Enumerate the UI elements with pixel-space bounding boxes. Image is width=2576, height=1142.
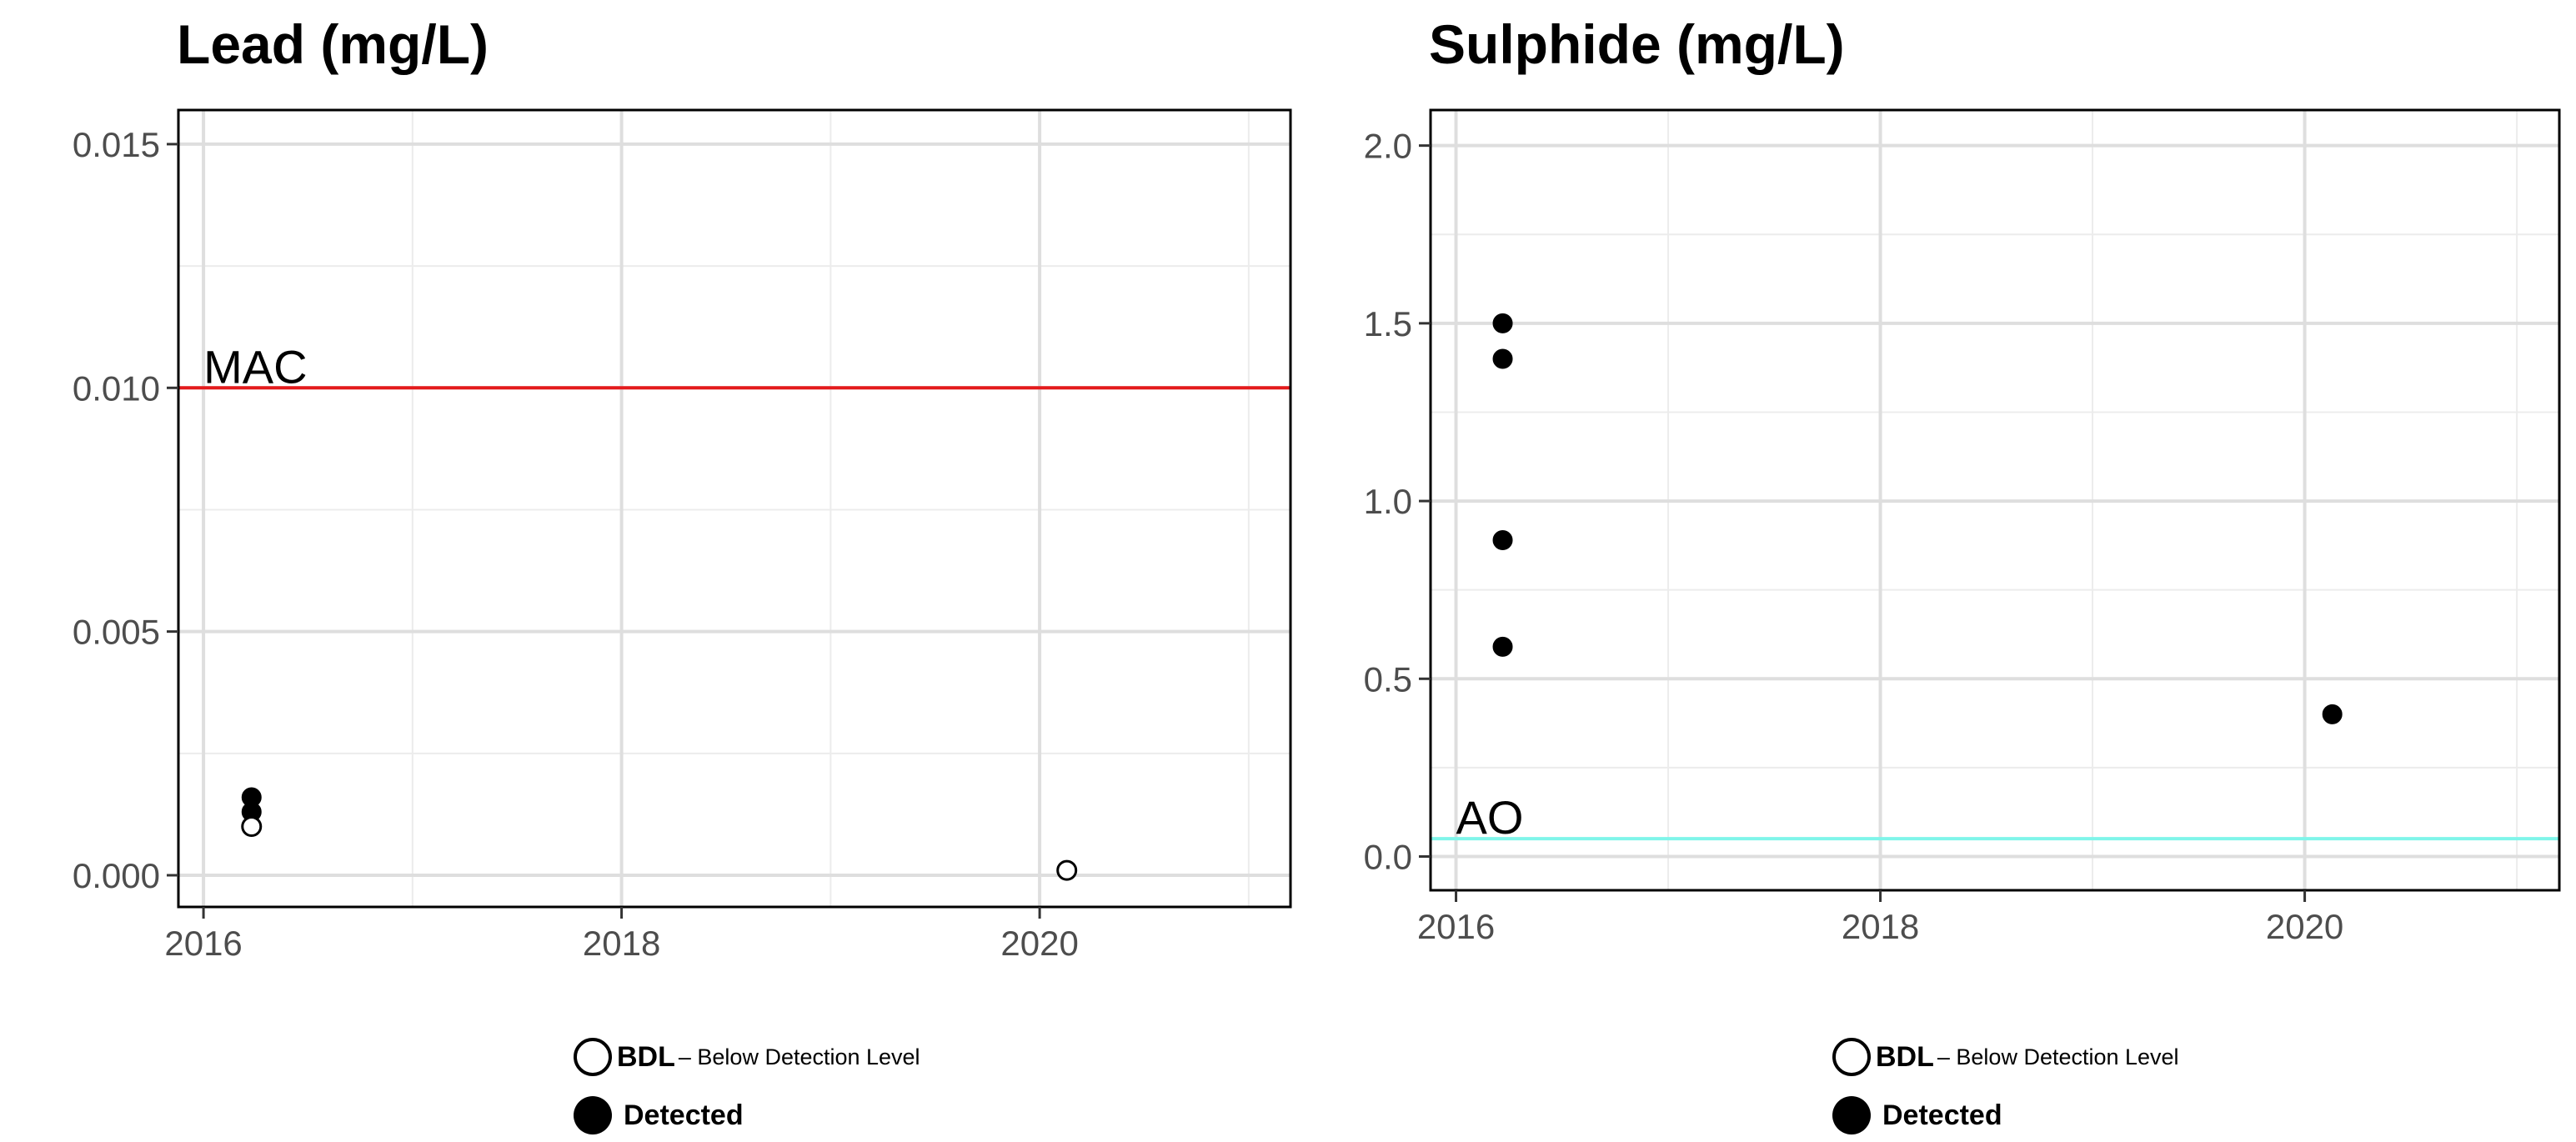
chart-title: Lead (mg/L) [177,13,489,75]
x-tick-label: 2020 [2266,907,2343,946]
detected-point [1492,313,1513,333]
y-tick-label: 0.015 [73,125,160,164]
y-tick-label: 0.0 [1364,837,1412,876]
bdl-point [1056,859,1078,881]
open-circle-icon [574,1038,612,1076]
plot-border [177,108,1292,909]
sulphide-legend: BDL – Below Detection Level Detected [1832,1030,2179,1142]
x-tick-label: 2018 [1842,907,1919,946]
reference-line-label: AO [1456,791,1524,844]
y-tick-label: 0.5 [1364,659,1412,699]
chart-panel-1: Sulphide (mg/L) AO 0.0 0.5 1.0 1.5 2.0 2016 2018… [1364,13,2561,946]
legend-detected-label: Detected [624,1099,744,1131]
legend-bdl-description: – Below Detection Level [678,1044,920,1069]
y-tick-label: 2.0 [1364,127,1412,166]
x-tick-label: 2018 [583,924,660,963]
detected-point [2322,704,2343,724]
y-tick-label: 0.005 [73,613,160,652]
bdl-point [241,816,263,838]
detected-point [1492,636,1513,657]
y-tick-label: 0.010 [73,368,160,408]
detected-point [1492,529,1513,550]
filled-circle-icon [574,1096,612,1134]
chart-panel-0: Lead (mg/L) MAC 0.000 0.005 0.010 0.015 2016 20… [73,13,1292,963]
x-tick-label: 2016 [164,924,242,963]
y-tick-label: 1.0 [1364,482,1412,521]
legend-detected-entry: Detected [1832,1089,2179,1142]
detected-point [1492,348,1513,369]
reference-line-label: MAC [203,340,307,393]
legend-bdl-entry: BDL – Below Detection Level [1832,1030,2179,1084]
chart-title: Sulphide (mg/L) [1429,13,1845,75]
open-circle-icon [1832,1038,1871,1076]
legend-detected-entry: Detected [574,1089,920,1142]
legend-bdl-description: – Below Detection Level [1937,1044,2179,1069]
legend-detected-label: Detected [1882,1099,2002,1131]
y-tick-label: 0.000 [73,856,160,895]
legend-bdl-entry: BDL – Below Detection Level [574,1030,920,1084]
y-tick-label: 1.5 [1364,304,1412,343]
legend-bdl-code: BDL [1876,1040,1934,1073]
legend-bdl-code: BDL [617,1040,675,1073]
x-tick-label: 2020 [1000,924,1078,963]
filled-circle-icon [1832,1096,1871,1134]
x-tick-label: 2016 [1417,907,1495,946]
lead-legend: BDL – Below Detection Level Detected [574,1030,920,1142]
